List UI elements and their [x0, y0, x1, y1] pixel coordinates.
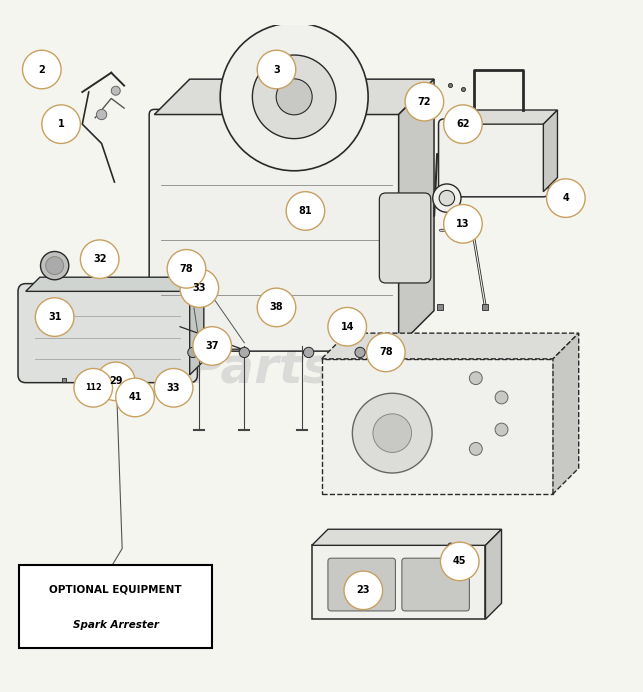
Circle shape [239, 347, 249, 358]
Circle shape [74, 369, 113, 407]
FancyBboxPatch shape [439, 119, 548, 197]
Circle shape [469, 442, 482, 455]
Text: 33: 33 [193, 283, 206, 293]
Polygon shape [399, 79, 434, 346]
Circle shape [193, 327, 231, 365]
Text: 33: 33 [167, 383, 180, 393]
Text: OPTIONAL EQUIPMENT: OPTIONAL EQUIPMENT [50, 585, 182, 594]
Text: 29: 29 [109, 376, 122, 386]
Text: Spark Arrester: Spark Arrester [73, 620, 159, 630]
Circle shape [96, 362, 135, 401]
Circle shape [96, 109, 107, 120]
Text: 13: 13 [457, 219, 469, 229]
Circle shape [352, 393, 432, 473]
Circle shape [444, 105, 482, 143]
Text: 14: 14 [341, 322, 354, 331]
Circle shape [35, 298, 74, 336]
Text: 62: 62 [457, 119, 469, 129]
Polygon shape [312, 529, 502, 545]
Text: 78: 78 [379, 347, 393, 358]
Circle shape [276, 79, 312, 115]
Polygon shape [444, 110, 557, 124]
Circle shape [42, 105, 80, 143]
Circle shape [180, 268, 219, 307]
Circle shape [252, 55, 336, 138]
Text: 78: 78 [179, 264, 194, 274]
Circle shape [328, 307, 367, 346]
Circle shape [444, 205, 482, 243]
Circle shape [495, 391, 508, 404]
Text: 4: 4 [563, 193, 569, 203]
Circle shape [116, 378, 154, 417]
FancyBboxPatch shape [18, 284, 197, 383]
Polygon shape [322, 333, 579, 359]
FancyBboxPatch shape [149, 109, 404, 351]
Text: 32: 32 [93, 254, 106, 264]
FancyBboxPatch shape [322, 359, 553, 494]
Circle shape [440, 542, 479, 581]
FancyBboxPatch shape [312, 545, 485, 619]
Circle shape [154, 369, 193, 407]
Text: 2: 2 [39, 64, 45, 75]
Circle shape [373, 414, 412, 453]
Circle shape [433, 184, 461, 212]
FancyBboxPatch shape [402, 558, 469, 611]
Polygon shape [553, 333, 579, 494]
Text: 1: 1 [58, 119, 64, 129]
Text: 3: 3 [273, 64, 280, 75]
Polygon shape [190, 277, 204, 375]
Polygon shape [543, 110, 557, 192]
Circle shape [167, 250, 206, 288]
Text: 72: 72 [418, 97, 431, 107]
Circle shape [257, 288, 296, 327]
Text: PartsTree: PartsTree [188, 345, 455, 392]
Circle shape [23, 51, 61, 89]
Text: 31: 31 [48, 312, 61, 322]
Circle shape [257, 51, 296, 89]
Circle shape [46, 257, 64, 275]
Circle shape [495, 424, 508, 436]
Circle shape [188, 347, 198, 358]
Circle shape [41, 251, 69, 280]
Circle shape [80, 240, 119, 278]
Circle shape [220, 23, 368, 171]
FancyBboxPatch shape [19, 565, 212, 648]
Circle shape [367, 333, 405, 372]
Circle shape [405, 82, 444, 121]
Text: 41: 41 [129, 392, 141, 403]
Circle shape [303, 347, 314, 358]
Polygon shape [154, 79, 434, 114]
Text: ™: ™ [484, 338, 496, 348]
Circle shape [344, 571, 383, 610]
Circle shape [355, 347, 365, 358]
Text: 37: 37 [206, 341, 219, 351]
Polygon shape [485, 529, 502, 619]
FancyBboxPatch shape [328, 558, 395, 611]
Circle shape [547, 179, 585, 217]
Circle shape [469, 372, 482, 385]
Text: 38: 38 [269, 302, 284, 312]
Circle shape [439, 190, 455, 206]
Circle shape [286, 192, 325, 230]
Circle shape [111, 86, 120, 95]
FancyBboxPatch shape [379, 193, 431, 283]
Text: 81: 81 [298, 206, 312, 216]
Text: 45: 45 [453, 556, 466, 567]
Text: 23: 23 [357, 585, 370, 595]
Text: 112: 112 [85, 383, 102, 392]
Polygon shape [26, 277, 204, 291]
